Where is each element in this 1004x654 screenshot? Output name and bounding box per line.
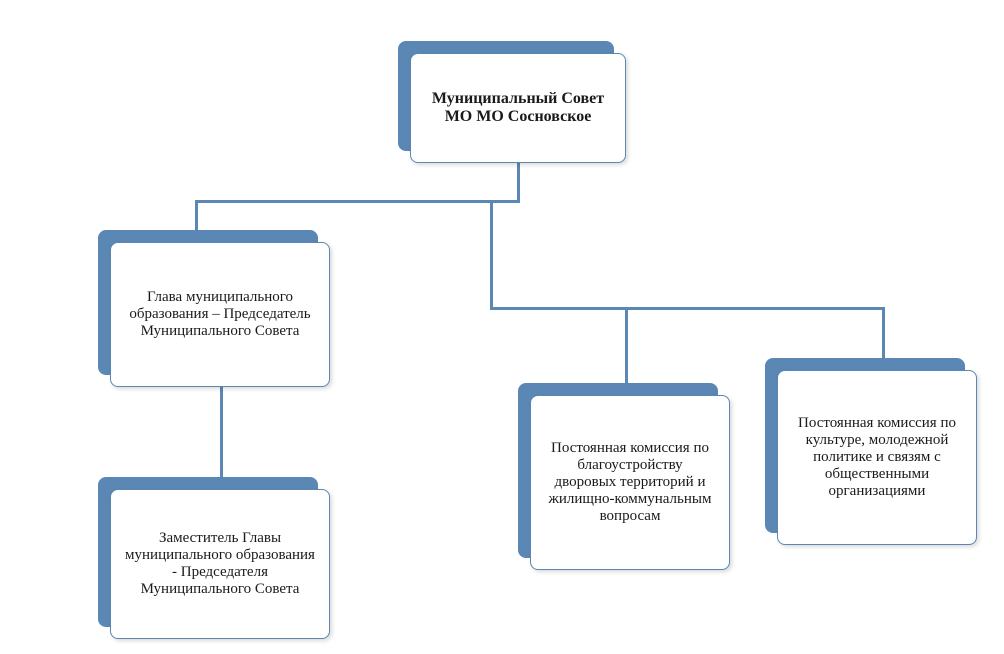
- node-label: Заместитель Главы муниципального образов…: [125, 530, 315, 598]
- node-label: Глава муниципального образования – Предс…: [125, 289, 315, 340]
- node-deputy: Заместитель Главы муниципального образов…: [110, 489, 330, 639]
- connector: [220, 387, 223, 489]
- node-head: Глава муниципального образования – Предс…: [110, 242, 330, 387]
- connector: [195, 200, 520, 203]
- node-root: Муниципальный Совет МО МО Сосновское: [410, 53, 626, 163]
- connector: [625, 307, 628, 395]
- connector: [490, 200, 493, 310]
- connector: [490, 307, 885, 310]
- node-label: Постоянная комиссия по благоустройству д…: [545, 440, 715, 525]
- node-commission-1: Постоянная комиссия по благоустройству д…: [530, 395, 730, 570]
- connector: [517, 163, 520, 203]
- node-commission-2: Постоянная комиссия по культуре, молодеж…: [777, 370, 977, 545]
- node-label: Постоянная комиссия по культуре, молодеж…: [792, 415, 962, 500]
- node-label: Муниципальный Совет МО МО Сосновское: [425, 90, 611, 126]
